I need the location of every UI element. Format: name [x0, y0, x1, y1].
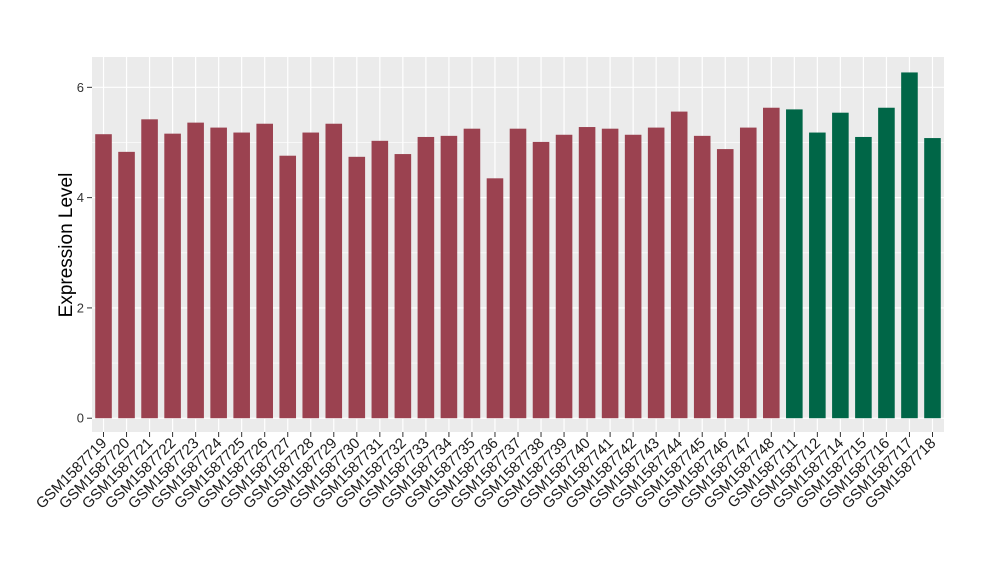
bar-GSM1587718 [924, 138, 941, 419]
bar-GSM1587739 [555, 134, 573, 419]
bars [95, 72, 941, 419]
bar-GSM1587725 [233, 132, 250, 419]
bar-GSM1587731 [371, 140, 389, 419]
bar-GSM1587724 [210, 127, 227, 419]
y-tick-label: 6 [77, 80, 84, 95]
bar-GSM1587733 [417, 136, 435, 419]
bar-GSM1587746 [716, 149, 734, 419]
bar-GSM1587737 [509, 128, 527, 419]
bar-GSM1587719 [95, 134, 112, 419]
bar-GSM1587742 [624, 134, 642, 419]
bar-GSM1587730 [348, 156, 366, 419]
bar-GSM1587720 [118, 151, 135, 419]
bar-GSM1587729 [325, 123, 343, 419]
bar-GSM1587740 [578, 127, 596, 419]
bar-GSM1587734 [440, 135, 458, 419]
y-axis: 0 2 4 6 [77, 80, 92, 426]
bar-GSM1587728 [302, 132, 320, 419]
bar-GSM1587715 [855, 136, 872, 419]
y-tick-label: 2 [77, 300, 84, 315]
bar-GSM1587717 [901, 72, 918, 419]
bar-GSM1587744 [670, 111, 688, 419]
bar-GSM1587745 [693, 135, 711, 419]
y-tick-label: 4 [77, 190, 84, 205]
bar-GSM1587747 [739, 127, 757, 419]
y-axis-title: Expression Level [56, 173, 77, 318]
bar-GSM1587736 [486, 178, 504, 419]
bar-GSM1587727 [279, 155, 297, 419]
bar-GSM1587743 [647, 127, 665, 419]
bar-GSM1587723 [187, 122, 204, 419]
bar-GSM1587711 [786, 109, 803, 419]
bar-GSM1587726 [256, 123, 273, 419]
x-axis: GSM1587719GSM1587720GSM1587721GSM1587722… [33, 432, 939, 512]
bar-GSM1587716 [878, 107, 895, 419]
bar-GSM1587714 [832, 112, 849, 419]
bar-GSM1587738 [532, 141, 550, 419]
bar-GSM1587748 [763, 107, 780, 419]
bar-GSM1587741 [601, 128, 619, 419]
bar-GSM1587732 [394, 154, 412, 419]
bar-GSM1587722 [164, 133, 181, 419]
bar-GSM1587735 [463, 128, 481, 419]
bar-GSM1587712 [809, 132, 826, 419]
bar-GSM1587721 [141, 119, 158, 419]
y-tick-label: 0 [77, 411, 84, 426]
